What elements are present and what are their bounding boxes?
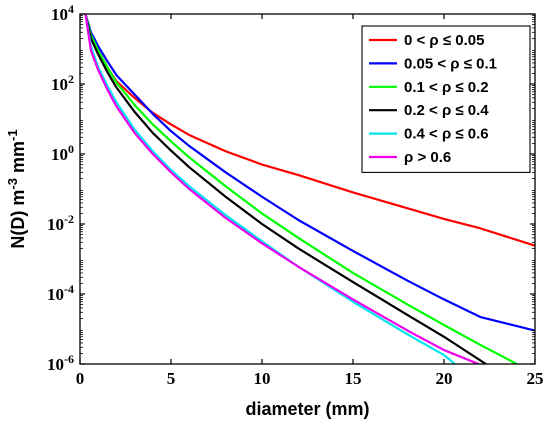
svg-text:N(D) m-3 mm-1: N(D) m-3 mm-1 <box>5 129 29 248</box>
x-tick-label: 0 <box>76 369 85 388</box>
y-tick-label: 10-6 <box>47 352 74 374</box>
y-axis-label-sup1: -3 <box>5 178 20 190</box>
legend-label-6: ρ > 0.6 <box>404 149 451 166</box>
y-tick-label: 104 <box>51 2 74 24</box>
y-axis-label-sup2: -1 <box>5 129 20 141</box>
legend-label-5: 0.4 < ρ ≤ 0.6 <box>404 126 489 143</box>
series-line-2 <box>84 14 535 332</box>
series-layer <box>84 14 535 364</box>
series-line-3 <box>84 14 518 364</box>
y-axis-label-mid: mm <box>8 141 28 178</box>
y-tick-label: 102 <box>51 72 74 94</box>
x-tick-label: 10 <box>254 369 271 388</box>
x-axis-label: diameter (mm) <box>245 399 369 419</box>
ticks-layer: 0 5 10 15 20 25 10-6 10-4 10-2 100 102 104 <box>47 2 544 388</box>
y-axis-label: N(D) m-3 mm-1 <box>5 129 29 248</box>
series-line-4 <box>84 14 487 364</box>
y-tick-label: 10-2 <box>47 212 74 234</box>
plot-frame <box>79 13 536 365</box>
x-tick-label: 25 <box>527 369 544 388</box>
y-tick-label: 100 <box>51 142 74 164</box>
series-line-6 <box>84 14 479 364</box>
x-tick-label: 15 <box>345 369 362 388</box>
legend-label-2: 0.05 < ρ ≤ 0.1 <box>404 55 497 72</box>
legend-label-3: 0.1 < ρ ≤ 0.2 <box>404 79 489 96</box>
x-tick-label: 20 <box>436 369 453 388</box>
legend-box <box>361 25 531 173</box>
legend: 0 < ρ ≤ 0.05 0.05 < ρ ≤ 0.1 0.1 < ρ ≤ 0.2 0… <box>361 25 531 173</box>
series-line-5 <box>84 14 456 364</box>
y-tick-label: 10-4 <box>47 282 74 304</box>
x-tick-label: 5 <box>167 369 176 388</box>
legend-label-4: 0.2 < ρ ≤ 0.4 <box>404 102 489 119</box>
legend-label-1: 0 < ρ ≤ 0.05 <box>404 32 484 49</box>
y-axis-label-main: N(D) m <box>8 190 28 249</box>
